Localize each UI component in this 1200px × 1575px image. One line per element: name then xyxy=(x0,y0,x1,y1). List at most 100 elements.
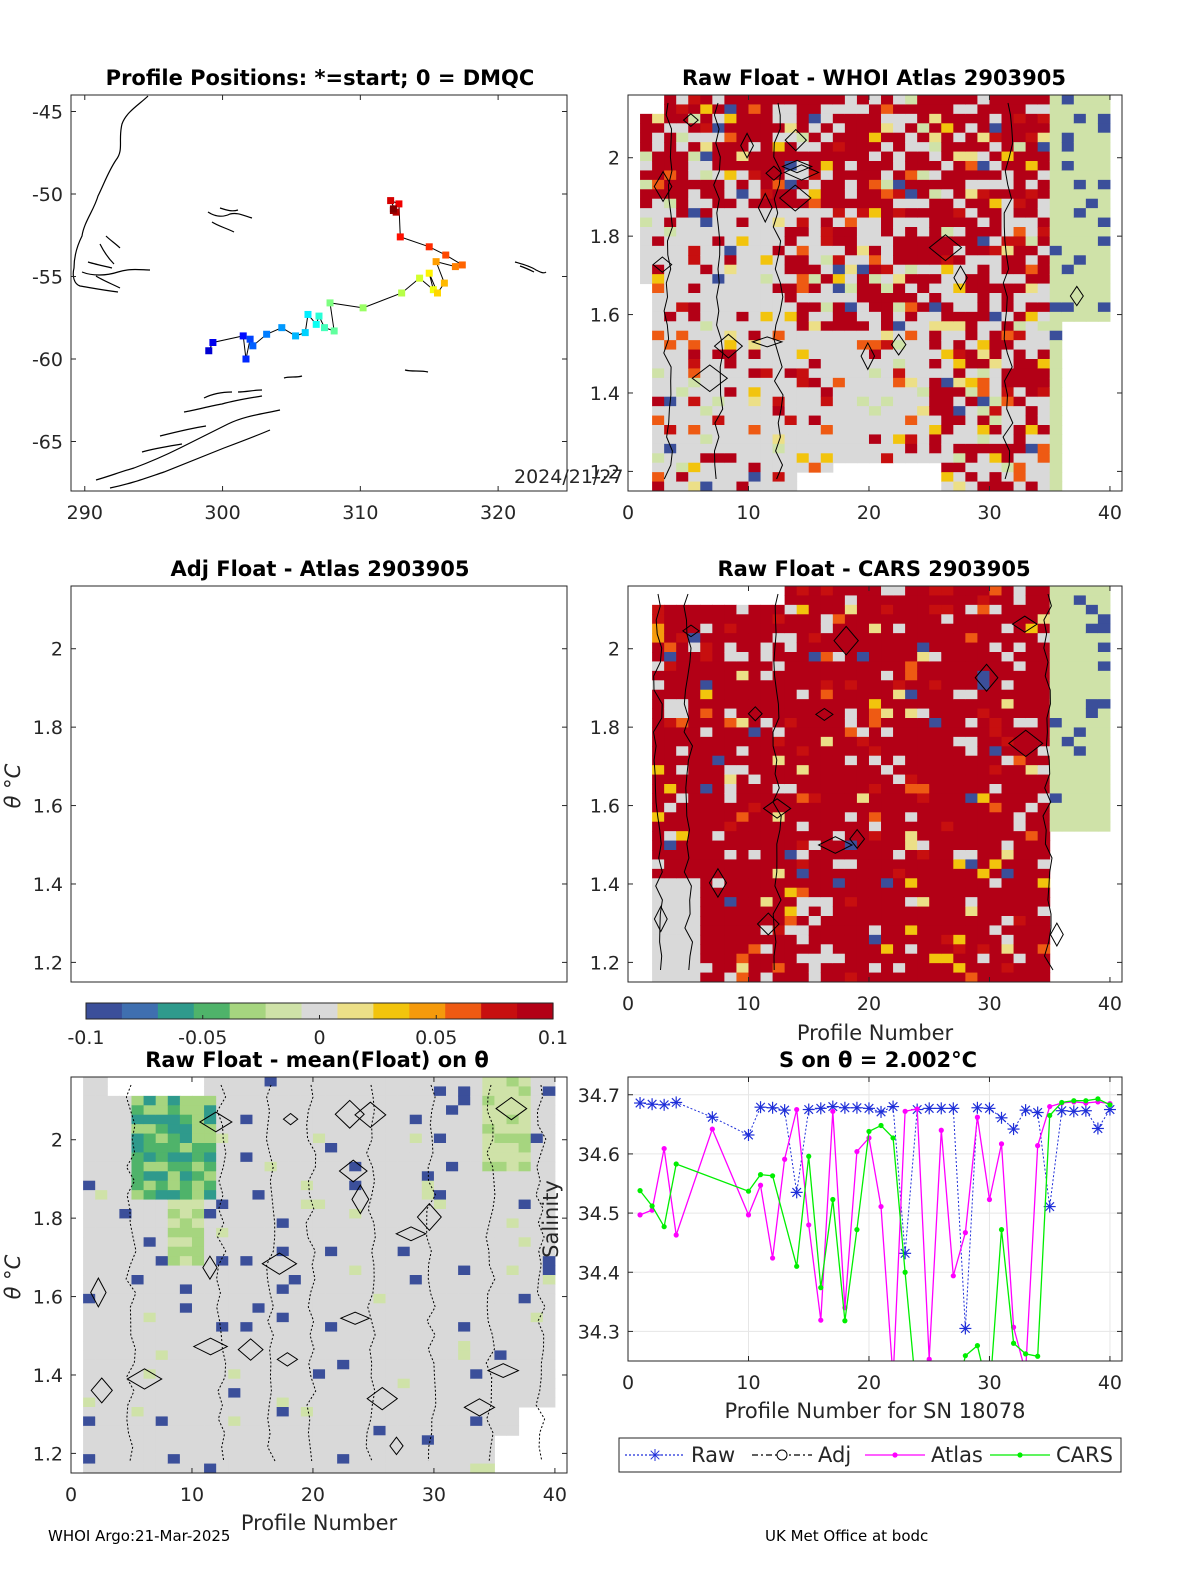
heatmap-cell xyxy=(929,793,942,804)
heatmap-cell xyxy=(808,179,822,190)
heatmap-cell xyxy=(772,850,786,860)
heatmap-cell xyxy=(953,302,966,313)
heatmap-cell xyxy=(95,1444,108,1455)
heatmap-cell xyxy=(965,349,978,360)
heatmap-cell xyxy=(989,217,1003,228)
heatmap-cell xyxy=(204,1180,217,1191)
heatmap-cell xyxy=(458,1407,471,1417)
heatmap-cell xyxy=(676,425,689,435)
heatmap-cell xyxy=(349,1095,362,1106)
heatmap-cell xyxy=(917,614,930,625)
y-tick-label: 2 xyxy=(608,639,620,661)
heatmap-cell xyxy=(312,1105,326,1116)
heatmap-cell xyxy=(796,311,810,322)
heatmap-cell xyxy=(506,1359,520,1370)
heatmap-cell xyxy=(856,934,870,945)
heatmap-cell xyxy=(820,680,834,691)
heatmap-cell xyxy=(664,614,677,625)
heatmap-cell xyxy=(953,123,966,134)
heatmap-cell xyxy=(700,906,713,917)
heatmap-cell xyxy=(796,670,810,681)
heatmap-cell xyxy=(856,925,870,936)
heatmap-cell xyxy=(349,1463,362,1474)
heatmap-cell xyxy=(1073,670,1087,681)
heatmap-cell xyxy=(856,774,870,785)
heatmap-cell xyxy=(844,321,858,332)
heatmap-cell xyxy=(868,623,882,634)
heatmap-cell xyxy=(784,953,798,964)
heatmap-cell xyxy=(167,1293,181,1304)
heatmap-cell xyxy=(204,1444,217,1455)
heatmap-cell xyxy=(856,330,870,341)
heatmap-cell xyxy=(868,161,882,171)
heatmap-cell xyxy=(530,1199,544,1210)
heatmap-cell xyxy=(760,708,774,719)
heatmap-cell xyxy=(506,1124,520,1135)
heatmap-cell xyxy=(929,736,942,747)
heatmap-cell xyxy=(796,944,810,955)
heatmap-cell xyxy=(264,1124,278,1135)
heatmap-cell xyxy=(760,330,774,341)
heatmap-cell xyxy=(844,897,858,908)
heatmap-cell xyxy=(1097,614,1111,625)
heatmap-cell xyxy=(300,1416,314,1427)
heatmap-cell xyxy=(1013,774,1027,785)
heatmap-cell xyxy=(131,1095,145,1106)
heatmap-cell xyxy=(252,1388,266,1399)
heatmap-cell xyxy=(1001,472,1015,483)
heatmap-cell xyxy=(652,274,665,285)
heatmap-cell xyxy=(191,1284,205,1295)
heatmap-cell xyxy=(83,1237,96,1248)
heatmap-cell xyxy=(676,793,689,804)
heatmap-cell xyxy=(542,1124,556,1135)
heatmap-cell xyxy=(736,330,749,341)
heatmap-cell xyxy=(361,1284,374,1295)
heatmap-cell xyxy=(856,104,870,115)
heatmap-cell xyxy=(844,264,858,275)
heatmap-cell xyxy=(312,1171,326,1182)
heatmap-cell xyxy=(784,255,798,266)
heatmap-cell xyxy=(1037,462,1051,473)
heatmap-cell xyxy=(784,708,798,719)
heatmap-cell xyxy=(652,340,665,351)
heatmap-cell xyxy=(868,95,882,105)
heatmap-cell xyxy=(167,1237,181,1248)
heatmap-cell xyxy=(83,1416,96,1427)
heatmap-cell xyxy=(893,208,906,219)
heatmap-cell xyxy=(83,1331,96,1342)
heatmap-cell xyxy=(228,1444,241,1455)
heatmap-cell xyxy=(1097,586,1111,596)
heatmap-cell xyxy=(856,274,870,285)
heatmap-cell xyxy=(905,963,918,974)
heatmap-cell xyxy=(965,217,978,228)
heatmap-cell xyxy=(905,387,918,398)
heatmap-cell xyxy=(1013,368,1027,379)
heatmap-cell xyxy=(977,670,990,681)
heatmap-cell xyxy=(458,1275,471,1285)
heatmap-cell xyxy=(664,434,677,445)
heatmap-cell xyxy=(421,1284,435,1295)
heatmap-cell xyxy=(470,1133,483,1144)
heatmap-cell xyxy=(349,1275,362,1285)
heatmap-cell xyxy=(700,264,713,275)
heatmap-cell xyxy=(941,633,954,644)
heatmap-cell xyxy=(844,736,858,747)
heatmap-cell xyxy=(1037,151,1051,162)
heatmap-cell xyxy=(700,718,713,728)
heatmap-cell xyxy=(1049,274,1063,285)
heatmap-cell xyxy=(736,840,749,851)
heatmap-cell xyxy=(1013,868,1027,879)
heatmap-cell xyxy=(772,680,786,691)
heatmap-cell xyxy=(965,784,978,794)
heatmap-cell xyxy=(155,1209,169,1219)
heatmap-cell xyxy=(191,1199,205,1210)
heatmap-cell xyxy=(965,859,978,870)
heatmap-cell xyxy=(989,227,1003,237)
heatmap-cell xyxy=(881,123,894,134)
heatmap-cell xyxy=(216,1284,229,1295)
heatmap-cell xyxy=(736,897,749,908)
heatmap-cell xyxy=(856,689,870,700)
heatmap-cell xyxy=(856,963,870,974)
heatmap-cell xyxy=(421,1369,435,1380)
heatmap-cell xyxy=(119,1114,132,1125)
